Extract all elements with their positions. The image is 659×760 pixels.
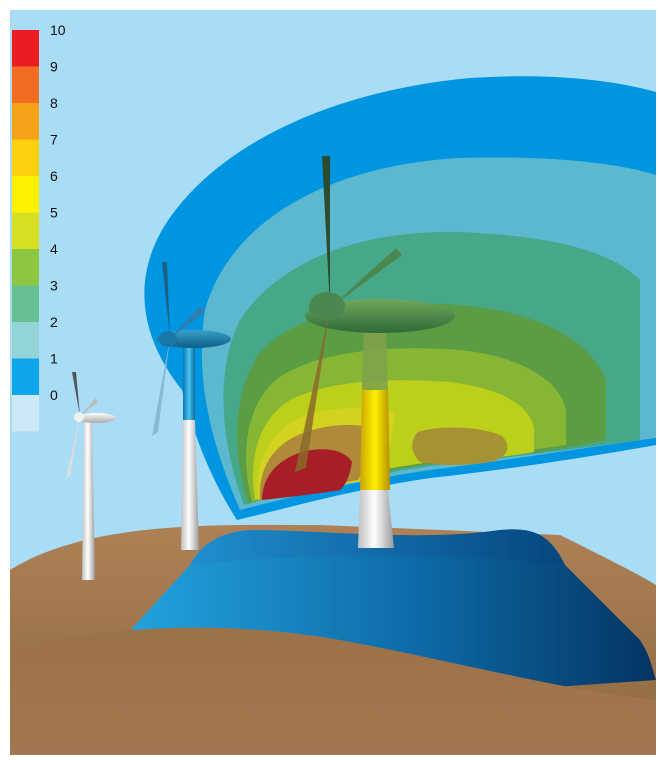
legend-swatch — [12, 358, 39, 395]
legend-swatch — [12, 322, 39, 359]
turbine-near-blade — [330, 248, 402, 308]
turbine-far-hub — [74, 412, 84, 422]
turbine-near-blade — [322, 156, 330, 308]
legend-label: 1 — [50, 351, 58, 367]
turbine-far-tower — [82, 420, 95, 580]
ground-foreground — [10, 627, 656, 755]
legend-swatch — [12, 66, 39, 103]
turbine-far-blade — [72, 372, 80, 416]
legend-swatch — [12, 103, 39, 140]
turbine-near-blade — [295, 308, 330, 472]
turbine-middle-blade — [152, 338, 170, 436]
turbine-middle-hub — [159, 331, 177, 347]
turbine-middle-blade — [170, 306, 205, 338]
legend-label: 5 — [50, 205, 58, 221]
legend-label: 2 — [50, 314, 58, 330]
legend-label: 9 — [50, 59, 58, 75]
wind-turbine-far — [66, 372, 116, 580]
turbine-near-tower-upper — [362, 325, 388, 390]
turbine-middle-tower-lower — [181, 420, 199, 550]
legend-label: 4 — [50, 241, 58, 257]
turbine-near-tower-lower — [358, 490, 394, 548]
legend-label: 10 — [50, 22, 66, 38]
wind-turbine-middle — [152, 262, 231, 550]
legend-swatch — [12, 249, 39, 286]
legend-swatch — [12, 139, 39, 176]
legend-swatch — [12, 285, 39, 322]
turbine-far-blade — [66, 416, 80, 478]
legend-swatch — [12, 395, 39, 432]
legend-label: 7 — [50, 132, 58, 148]
turbine-middle-nacelle — [157, 330, 231, 348]
legend-swatch — [12, 212, 39, 249]
legend-label: 6 — [50, 168, 58, 184]
plume-right-lobe — [412, 427, 508, 465]
turbine-near-hub — [309, 292, 345, 320]
legend-label: 0 — [50, 387, 58, 403]
legend-swatch — [12, 176, 39, 213]
wind-turbine-near — [295, 156, 455, 548]
turbine-far-nacelle — [76, 413, 116, 423]
turbine-middle-blade — [162, 262, 170, 338]
legend-swatch — [12, 30, 39, 67]
legend-label: 3 — [50, 278, 58, 294]
turbine-middle-tower-upper — [183, 345, 195, 420]
plume-core-max — [262, 449, 352, 500]
legend-label: 8 — [50, 95, 58, 111]
turbine-near-tower-mid — [360, 390, 390, 490]
turbine-far-blade — [80, 398, 98, 416]
